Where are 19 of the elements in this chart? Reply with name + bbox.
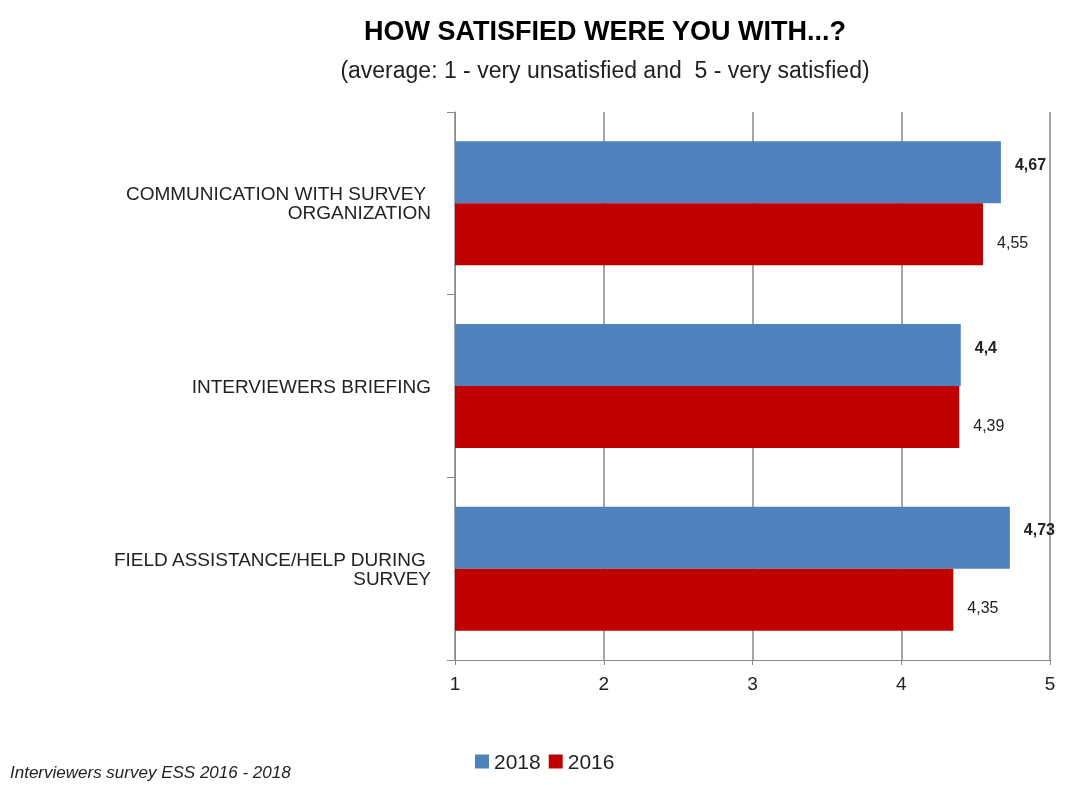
data-label: 4,4 xyxy=(974,338,998,356)
legend-label: 2016 xyxy=(567,750,615,773)
x-tick-label: 2 xyxy=(598,673,610,694)
chart-subtitle: (average: 1 - very unsatisfied and 5 - very satisfied) xyxy=(340,56,870,83)
text: Interviewers survey ESS 2016 - 2018 xyxy=(10,763,292,782)
y-tick-label: FIELD ASSISTANCE/HELP DURING SURVEY xyxy=(113,548,432,589)
data-label: 4,35 xyxy=(967,599,999,617)
y-tick-label: INTERVIEWERS BRIEFING xyxy=(191,375,431,397)
legend-label: 2018 xyxy=(494,750,541,773)
x-tick-label: 3 xyxy=(747,673,758,694)
data-label: 4,73 xyxy=(1023,521,1056,539)
x-tick-label: 1 xyxy=(449,673,461,694)
chart-title: HOW SATISFIED WERE YOU WITH...? xyxy=(364,15,846,46)
y-tick-label: COMMUNICATION WITH SURVEY ORGANIZATION xyxy=(125,183,431,224)
data-label: 4,67 xyxy=(1014,155,1047,173)
data-label: 4,55 xyxy=(997,233,1029,251)
x-tick-label: 4 xyxy=(895,673,907,694)
data-label: 4,39 xyxy=(973,416,1005,434)
x-tick-label: 5 xyxy=(1044,673,1056,694)
